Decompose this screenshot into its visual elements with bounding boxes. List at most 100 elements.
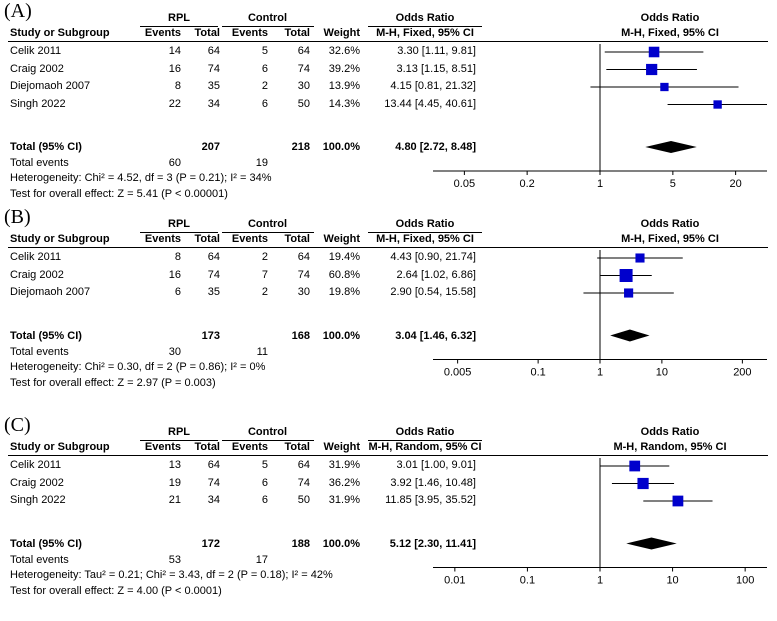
group1-underline: [140, 26, 218, 27]
study-point: [660, 82, 669, 92]
cell-or-text: 13.44 [4.45, 40.61]: [384, 97, 476, 110]
cell-n2: 30: [297, 80, 310, 92]
cell-e2: 2: [261, 286, 268, 298]
cell-n1: 64: [207, 251, 220, 263]
x-tick-label: 0.1: [520, 575, 535, 587]
total-label: Total (95% CI): [10, 141, 82, 153]
overall-effect-text: Test for overall effect: Z = 2.97 (P = 0…: [10, 376, 216, 389]
total-events-rpl: 60: [168, 157, 181, 169]
x-tick-label: 10: [666, 575, 678, 587]
plot-method-header: M-H, Fixed, 95% CI: [621, 233, 719, 245]
plot-method-header: M-H, Random, 95% CI: [613, 441, 727, 453]
total-n1: 172: [201, 537, 220, 550]
col-weight-header: Weight: [323, 441, 360, 453]
study-point: [624, 288, 634, 298]
or-title-underline: [368, 440, 482, 441]
col-events1-header: Events: [144, 233, 181, 245]
cell-weight: 19.8%: [328, 286, 360, 298]
overall-effect-text: Test for overall effect: Z = 5.41 (P < 0…: [10, 188, 228, 200]
total-n1: 173: [201, 329, 220, 342]
cell-e2: 5: [261, 45, 268, 57]
x-tick-label: 0.05: [454, 178, 475, 190]
total-n2: 218: [291, 141, 310, 153]
group2-underline: [222, 440, 314, 441]
cell-n2: 50: [297, 97, 310, 110]
forest-plot: 0.01 0.1 1 10 100: [433, 458, 767, 587]
x-tick-label: 1: [597, 367, 603, 379]
cell-e1: 8: [174, 251, 181, 263]
cell-weight: 13.9%: [328, 80, 360, 92]
cell-name: Craig 2002: [10, 62, 64, 75]
cell-or-text: 4.15 [0.81, 21.32]: [390, 80, 476, 92]
total-n2: 168: [291, 329, 310, 342]
col-or-method-header: M-H, Random, 95% CI: [368, 441, 482, 453]
total-events-rpl: 30: [168, 345, 181, 358]
cell-e1: 16: [168, 62, 181, 75]
cell-weight: 19.4%: [328, 251, 360, 263]
study-point: [619, 269, 633, 282]
study-point: [629, 460, 641, 472]
cell-e1: 6: [174, 286, 181, 298]
cell-e1: 21: [168, 494, 181, 506]
cell-e1: 8: [174, 80, 181, 92]
panel-label: (C): [4, 414, 31, 436]
group2-underline: [222, 26, 314, 27]
study-point: [635, 253, 645, 263]
cell-n1: 34: [207, 494, 220, 506]
total-events-label: Total events: [10, 345, 69, 358]
cell-or-text: 2.90 [0.54, 15.58]: [390, 286, 476, 298]
cell-weight: 31.9%: [328, 459, 360, 471]
cell-n1: 74: [207, 476, 220, 489]
total-events-control: 19: [255, 157, 268, 169]
or-title: Odds Ratio: [395, 426, 455, 438]
total-events-label: Total events: [10, 157, 69, 169]
cell-weight: 31.9%: [328, 494, 360, 506]
pooled-diamond: [610, 329, 650, 342]
cell-or-text: 11.85 [3.95, 35.52]: [385, 494, 476, 506]
group2-label: Control: [247, 218, 288, 230]
col-weight-header: Weight: [323, 233, 360, 245]
total-events-control: 17: [255, 553, 268, 566]
group2-label: Control: [247, 426, 288, 438]
x-tick-label: 1: [597, 575, 603, 587]
group2-label: Control: [247, 12, 288, 24]
forest-plot: 0.05 0.2 1 5 20: [433, 44, 767, 190]
cell-e2: 7: [261, 268, 268, 281]
or-title-underline: [368, 26, 482, 27]
plot-title: Odds Ratio: [640, 218, 700, 230]
col-or-method-header: M-H, Fixed, 95% CI: [376, 27, 474, 39]
cell-weight: 60.8%: [328, 268, 360, 281]
cell-n2: 74: [297, 62, 310, 75]
forest-panel-c: (C) RPL Control Odds Ratio Odds Ratio St…: [0, 414, 777, 620]
cell-e1: 13: [168, 459, 181, 471]
study-point: [637, 477, 649, 490]
cell-or-text: 3.01 [1.00, 9.01]: [396, 459, 476, 471]
cell-n1: 64: [207, 45, 220, 57]
or-title: Odds Ratio: [395, 12, 455, 24]
plot-method-header: M-H, Fixed, 95% CI: [621, 27, 719, 39]
cell-n2: 64: [297, 459, 310, 471]
x-tick-label: 0.1: [530, 367, 545, 379]
cell-e1: 16: [168, 268, 181, 281]
cell-n1: 34: [207, 97, 220, 110]
col-total1-header: Total: [194, 441, 220, 453]
cell-e2: 5: [261, 459, 268, 471]
header-rule: [8, 455, 768, 456]
cell-n1: 35: [207, 286, 220, 298]
heterogeneity-text: Heterogeneity: Chi² = 4.52, df = 3 (P = …: [10, 172, 272, 184]
cell-e2: 2: [261, 80, 268, 92]
study-point: [646, 63, 658, 76]
cell-name: Celik 2011: [10, 459, 62, 471]
cell-n2: 74: [297, 268, 310, 281]
pooled-diamond: [626, 537, 677, 550]
cell-or-text: 3.30 [1.11, 9.81]: [397, 45, 476, 57]
total-events-label: Total events: [10, 553, 69, 566]
total-label: Total (95% CI): [10, 329, 82, 342]
total-or: 3.04 [1.46, 6.32]: [395, 329, 476, 342]
total-n2: 188: [291, 537, 310, 550]
cell-name: Diejomaoh 2007: [10, 286, 91, 298]
panel-label: (A): [4, 0, 32, 22]
cell-name: Celik 2011: [10, 251, 62, 263]
plot-title: Odds Ratio: [640, 12, 700, 24]
col-total1-header: Total: [194, 233, 220, 245]
